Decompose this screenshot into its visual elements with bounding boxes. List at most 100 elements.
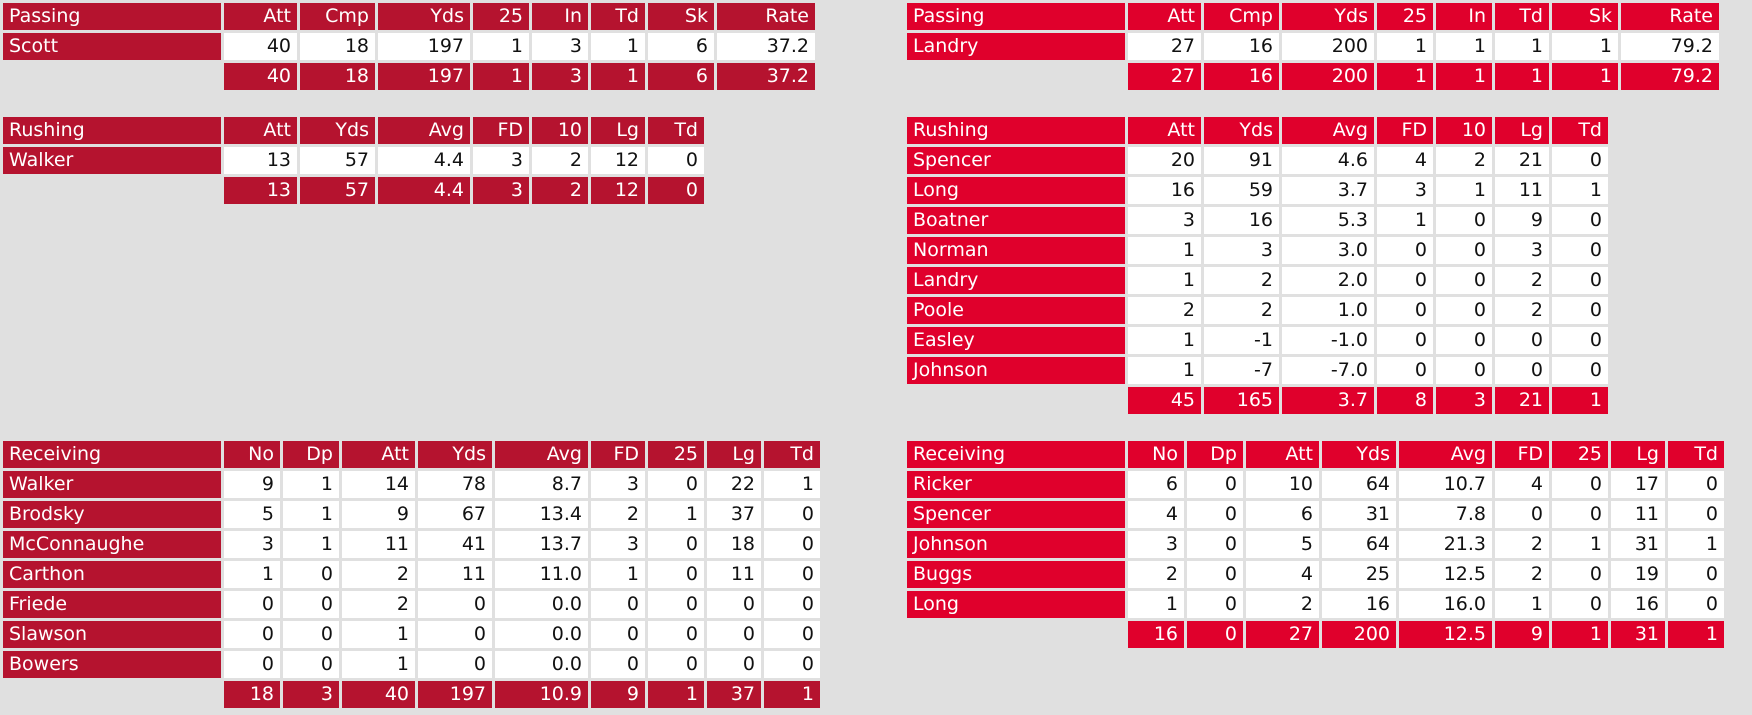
header-cell: 10 bbox=[1436, 117, 1492, 144]
stat-cell: 1 bbox=[1377, 33, 1433, 60]
stat-cell: 0 bbox=[591, 651, 645, 678]
blank-cell bbox=[907, 63, 1125, 90]
stat-cell: 3 bbox=[1128, 207, 1201, 234]
total-cell: 1 bbox=[1552, 621, 1608, 648]
player-name: Walker bbox=[3, 147, 221, 174]
data-row: Slawson 0 0 1 0 0.0 0 0 0 0 bbox=[3, 621, 820, 648]
stat-cell: 1 bbox=[473, 33, 529, 60]
stat-cell: 3 bbox=[1204, 237, 1279, 264]
stat-cell: 25 bbox=[1322, 561, 1396, 588]
data-row: McConnaughe 3 1 11 41 13.7 3 0 18 0 bbox=[3, 531, 820, 558]
stat-cell: 1 bbox=[1495, 591, 1549, 618]
total-cell: 4.4 bbox=[378, 177, 470, 204]
header-cell: FD bbox=[591, 441, 645, 468]
stat-cell: 0 bbox=[1552, 297, 1608, 324]
total-row: 18 3 40 197 10.9 9 1 37 1 bbox=[3, 681, 820, 708]
total-row: 16 0 27 200 12.5 9 1 31 1 bbox=[907, 621, 1724, 648]
header-cell: Dp bbox=[1187, 441, 1243, 468]
stat-cell: 5 bbox=[1246, 531, 1319, 558]
stat-cell: 16 bbox=[1204, 207, 1279, 234]
total-cell: 1 bbox=[473, 63, 529, 90]
total-cell: 0 bbox=[1187, 621, 1243, 648]
stat-cell: 0 bbox=[648, 651, 704, 678]
stat-cell: 13 bbox=[224, 147, 297, 174]
stat-cell: -7.0 bbox=[1282, 357, 1374, 384]
stat-cell: 3 bbox=[1495, 237, 1549, 264]
stat-cell: 4 bbox=[1377, 147, 1433, 174]
stat-cell: 6 bbox=[648, 33, 714, 60]
table-body: Passing Att Cmp Yds 25 In Td Sk Rate Scott 40 18 197… bbox=[3, 3, 815, 90]
stat-cell: 200 bbox=[1282, 33, 1374, 60]
total-cell: 1 bbox=[1552, 387, 1608, 414]
header-cell: Rate bbox=[1621, 3, 1719, 30]
header-cell: FD bbox=[473, 117, 529, 144]
header-cell: Rushing bbox=[3, 117, 221, 144]
stat-cell: 11 bbox=[707, 561, 761, 588]
stat-cell: 1 bbox=[1552, 531, 1608, 558]
stat-cell: -1.0 bbox=[1282, 327, 1374, 354]
stat-cell: 1 bbox=[1128, 327, 1201, 354]
stat-cell: 3 bbox=[224, 531, 280, 558]
stat-cell: 17 bbox=[1611, 471, 1665, 498]
stat-cell: 2.0 bbox=[1282, 267, 1374, 294]
data-row: Long 1 0 2 16 16.0 1 0 16 0 bbox=[907, 591, 1724, 618]
header-cell: Td bbox=[1668, 441, 1724, 468]
stat-cell: 0 bbox=[707, 591, 761, 618]
header-cell: 25 bbox=[473, 3, 529, 30]
stat-cell: 1 bbox=[342, 621, 415, 648]
total-cell: 3.7 bbox=[1282, 387, 1374, 414]
stat-cell: 6 bbox=[1246, 501, 1319, 528]
blank-cell bbox=[3, 681, 221, 708]
stat-cell: 0 bbox=[1552, 591, 1608, 618]
header-cell: No bbox=[224, 441, 280, 468]
player-name: Buggs bbox=[907, 561, 1125, 588]
header-cell: Avg bbox=[1399, 441, 1492, 468]
stat-cell: 0 bbox=[418, 621, 492, 648]
data-row: Brodsky 5 1 9 67 13.4 2 1 37 0 bbox=[3, 501, 820, 528]
stat-cell: 1 bbox=[1552, 177, 1608, 204]
total-cell: 16 bbox=[1204, 63, 1279, 90]
stat-cell: 21.3 bbox=[1399, 531, 1492, 558]
stat-cell: 0 bbox=[1495, 357, 1549, 384]
player-name: Poole bbox=[907, 297, 1125, 324]
total-cell: 0 bbox=[648, 177, 704, 204]
stat-cell: 0 bbox=[1495, 327, 1549, 354]
stat-cell: 1 bbox=[1128, 591, 1184, 618]
data-row: Johnson 3 0 5 64 21.3 2 1 31 1 bbox=[907, 531, 1724, 558]
stat-cell: 2 bbox=[1495, 267, 1549, 294]
stat-cell: 9 bbox=[1495, 207, 1549, 234]
header-cell: Avg bbox=[1282, 117, 1374, 144]
stat-cell: 16 bbox=[1204, 33, 1279, 60]
stat-cell: 0 bbox=[1552, 561, 1608, 588]
total-cell: 1 bbox=[764, 681, 820, 708]
stat-cell: 67 bbox=[418, 501, 492, 528]
total-cell: 40 bbox=[342, 681, 415, 708]
stat-cell: 37 bbox=[707, 501, 761, 528]
data-row: Carthon 1 0 2 11 11.0 1 0 11 0 bbox=[3, 561, 820, 588]
stat-cell: 5 bbox=[224, 501, 280, 528]
stat-cell: 0 bbox=[1552, 267, 1608, 294]
stat-cell: 0 bbox=[1436, 357, 1492, 384]
stat-cell: 0 bbox=[764, 651, 820, 678]
stat-cell: 40 bbox=[224, 33, 297, 60]
stat-cell: 0 bbox=[1377, 237, 1433, 264]
stat-cell: 0 bbox=[707, 621, 761, 648]
player-name: Johnson bbox=[907, 531, 1125, 558]
total-cell: 27 bbox=[1128, 63, 1201, 90]
stat-cell: 9 bbox=[224, 471, 280, 498]
stat-cell: 0 bbox=[1187, 561, 1243, 588]
stat-cell: 16 bbox=[1128, 177, 1201, 204]
stat-cell: 1 bbox=[1436, 33, 1492, 60]
stat-cell: 16 bbox=[1611, 591, 1665, 618]
player-name: Slawson bbox=[3, 621, 221, 648]
total-cell: 197 bbox=[378, 63, 470, 90]
stat-cell: 0 bbox=[1436, 237, 1492, 264]
total-cell: 1 bbox=[1377, 63, 1433, 90]
stat-cell: 0 bbox=[1552, 147, 1608, 174]
stat-cell: 9 bbox=[342, 501, 415, 528]
header-cell: Cmp bbox=[300, 3, 375, 30]
stat-cell: 10.7 bbox=[1399, 471, 1492, 498]
stat-cell: 1 bbox=[1668, 531, 1724, 558]
stat-cell: 59 bbox=[1204, 177, 1279, 204]
stat-cell: 2 bbox=[1128, 561, 1184, 588]
